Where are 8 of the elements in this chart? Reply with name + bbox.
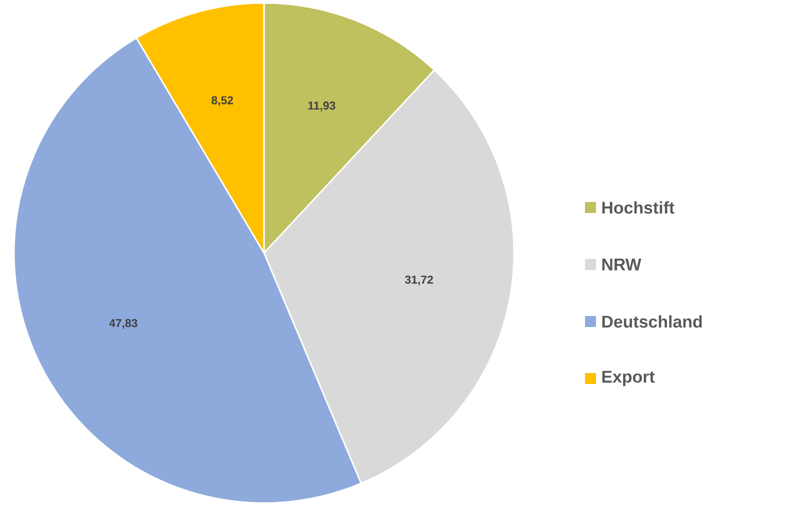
legend-label: Export xyxy=(602,370,655,386)
legend-label: Hochstift xyxy=(602,201,674,214)
data-label: 31,72 xyxy=(405,276,433,286)
data-label: 11,93 xyxy=(308,102,336,112)
data-label: 47,83 xyxy=(109,319,138,329)
legend-label: Deutschland xyxy=(602,315,702,328)
data-label: 8,52 xyxy=(212,96,234,106)
legend-label: NRW xyxy=(602,258,642,270)
